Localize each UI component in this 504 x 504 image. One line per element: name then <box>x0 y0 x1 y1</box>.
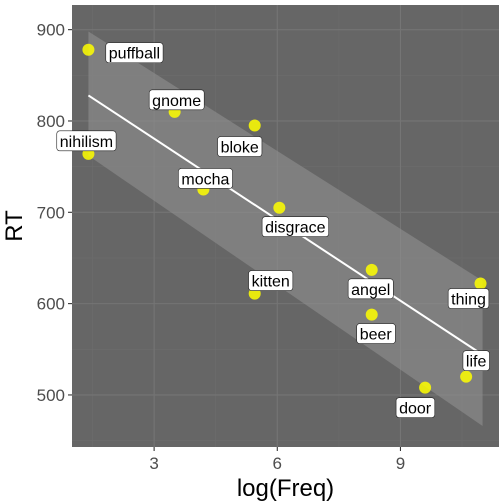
data-point-life <box>460 370 473 383</box>
y-tick-label: 800 <box>37 112 65 131</box>
point-label-bloke: bloke <box>217 136 263 157</box>
y-tick-label: 600 <box>37 295 65 314</box>
point-label-angel: angel <box>347 278 394 300</box>
x-tick-label: 9 <box>396 454 405 473</box>
point-label-box <box>217 136 263 157</box>
point-label-box <box>395 397 436 418</box>
point-label-box <box>347 278 394 300</box>
point-label-text: mocha <box>181 171 229 188</box>
point-labels: puffball nihilism gnome mocha bloke kitten dis… <box>56 42 490 418</box>
point-label-life: life <box>462 350 490 371</box>
point-label-box <box>462 350 490 371</box>
x-tick-label: 6 <box>273 454 282 473</box>
point-label-text: bloke <box>221 140 259 157</box>
point-label-text: kitten <box>252 274 290 291</box>
point-label-box <box>356 323 396 344</box>
point-label-text: beer <box>360 327 393 344</box>
point-label-box <box>261 216 329 238</box>
point-label-text: nihilism <box>60 134 113 151</box>
data-point-angel <box>365 263 378 276</box>
point-label-box <box>148 89 205 111</box>
x-tick-label: 3 <box>149 454 158 473</box>
x-axis-title: log(Freq) <box>237 475 334 502</box>
point-label-thing: thing <box>447 288 490 309</box>
data-point-beer <box>365 308 378 321</box>
point-label-nihilism: nihilism <box>56 130 117 152</box>
point-label-text: door <box>399 401 432 418</box>
point-label-text: thing <box>451 292 486 309</box>
point-label-puffball: puffball <box>105 42 164 64</box>
point-label-text: gnome <box>152 93 201 110</box>
point-label-mocha: mocha <box>178 168 233 189</box>
point-label-kitten: kitten <box>248 270 294 291</box>
y-tick-label: 900 <box>37 21 65 40</box>
data-point-door <box>419 381 432 394</box>
y-axis-ticks: 500 600 700 800 900 <box>37 21 72 405</box>
point-label-text: disgrace <box>265 220 326 237</box>
y-axis-title: RT <box>1 210 28 242</box>
point-label-gnome: gnome <box>148 89 205 111</box>
data-point-disgrace <box>273 201 286 214</box>
y-tick-label: 500 <box>37 386 65 405</box>
data-point-thing <box>474 277 487 290</box>
x-axis-ticks: 3 6 9 <box>149 447 405 473</box>
point-label-box <box>56 130 117 152</box>
point-label-box <box>248 270 294 291</box>
point-label-text: life <box>466 354 487 371</box>
y-tick-label: 700 <box>37 203 65 222</box>
data-point-puffball <box>82 43 95 56</box>
point-label-box <box>178 168 233 189</box>
point-label-disgrace: disgrace <box>261 216 329 238</box>
point-label-door: door <box>395 397 436 418</box>
point-label-box <box>105 42 164 64</box>
point-label-text: angel <box>351 282 390 299</box>
point-label-box <box>447 288 490 309</box>
point-label-beer: beer <box>356 323 396 344</box>
data-point-bloke <box>248 119 261 132</box>
point-label-text: puffball <box>109 46 160 63</box>
